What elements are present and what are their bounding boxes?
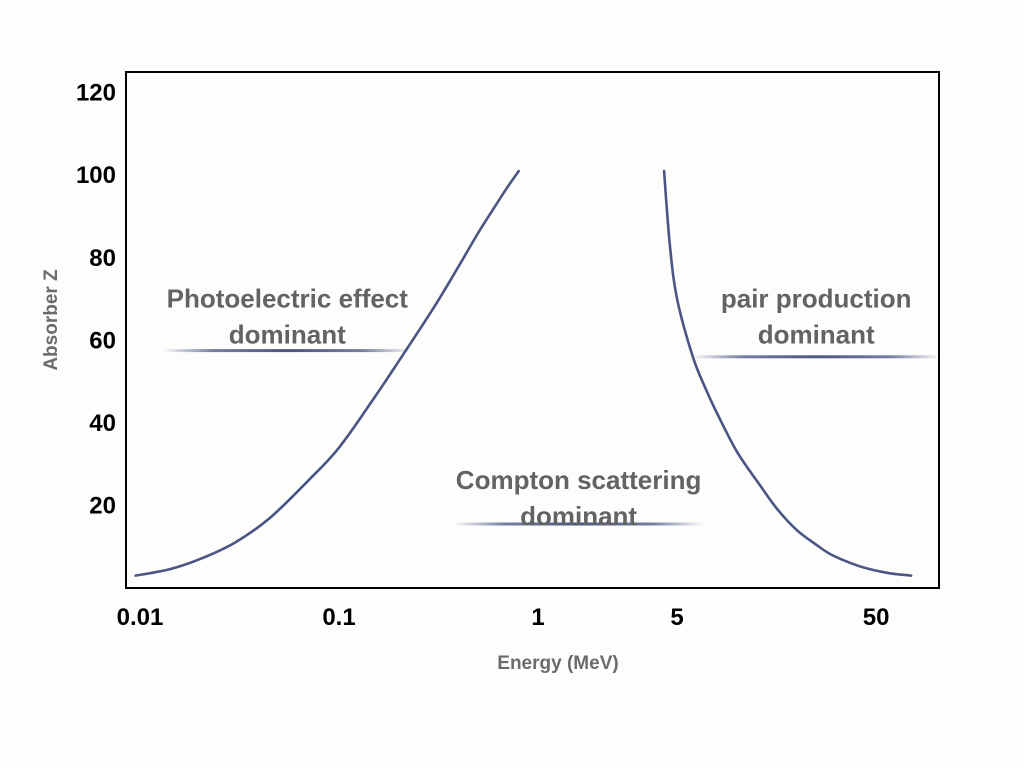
x-axis-title: Energy (MeV)	[497, 653, 618, 674]
region-underline	[162, 349, 413, 353]
x-tick-label: 50	[863, 604, 890, 631]
photoelectric-region-label: Photoelectric effect dominant	[167, 283, 409, 349]
annotation-underlines	[162, 349, 942, 526]
region-underline	[453, 522, 704, 526]
y-tick-label: 80	[89, 245, 116, 272]
photoelectric-boundary-curve	[134, 169, 521, 577]
region-labels: Photoelectric effect dominant Compton scat…	[167, 283, 912, 531]
x-tick-label: 0.1	[322, 604, 355, 631]
x-tick-label: 0.01	[117, 604, 164, 631]
compton-region-label: Compton scattering dominant	[456, 465, 702, 531]
y-tick-label: 20	[89, 492, 116, 519]
region-underline	[691, 355, 942, 359]
pair-production-boundary-curve	[662, 169, 913, 577]
y-tick-label: 40	[89, 410, 116, 437]
x-tick-labels: 0.01 0.1 1 5 50	[117, 604, 890, 631]
x-tick-label: 1	[531, 604, 544, 631]
y-axis-title: Absorber Z	[41, 269, 62, 371]
pair-production-region-label: pair production dominant	[721, 283, 912, 349]
y-tick-label: 60	[89, 327, 116, 354]
y-tick-labels: 20 40 60 80 100 120	[76, 80, 116, 520]
y-tick-label: 120	[76, 80, 116, 107]
plot-frame	[125, 71, 940, 589]
y-tick-label: 100	[76, 162, 116, 189]
curves	[134, 169, 913, 577]
x-tick-label: 5	[670, 604, 683, 631]
